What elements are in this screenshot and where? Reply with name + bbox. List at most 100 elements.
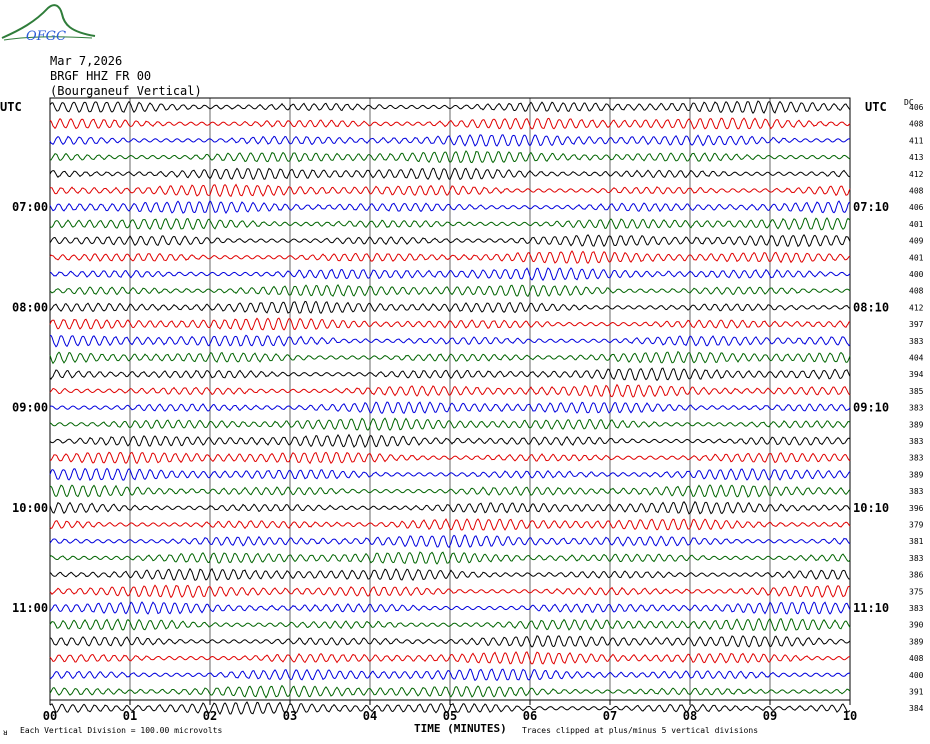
trace-line	[49, 567, 851, 581]
dc-offset-label: 406	[909, 103, 924, 112]
trace-line	[49, 367, 851, 382]
corner-mark: ᴚ	[3, 728, 8, 737]
date-label: Mar 7,2026	[50, 54, 123, 68]
trace-line	[49, 134, 851, 147]
dc-offset-label: 384	[909, 704, 924, 713]
hour-label-right: 08:10	[853, 300, 889, 314]
dc-offset-label: 383	[909, 454, 924, 463]
dc-offset-label: 379	[909, 521, 924, 530]
trace-line	[49, 651, 851, 665]
trace-line	[49, 467, 851, 481]
dc-offset-label: 400	[909, 671, 924, 680]
hour-label-right: 11:10	[853, 601, 889, 615]
dc-offset-label: 404	[909, 354, 924, 363]
trace-line	[49, 701, 851, 715]
dc-offset-label: 401	[909, 253, 924, 262]
dc-offset-label: 391	[909, 688, 924, 697]
dc-offset-label: 396	[909, 504, 924, 513]
hour-label-right: 10:10	[853, 501, 889, 515]
trace-line	[49, 551, 851, 565]
dc-offset-label: 381	[909, 537, 924, 546]
x-tick-label: 03	[283, 709, 297, 723]
x-tick-label: 07	[603, 709, 617, 723]
trace-line	[49, 284, 851, 298]
trace-line	[49, 433, 851, 449]
hour-label-left: 07:00	[12, 200, 48, 214]
hour-label-left: 11:00	[12, 601, 48, 615]
division-note: Each Vertical Division = 100.00 microvol…	[20, 726, 223, 735]
x-tick-label: 00	[43, 709, 57, 723]
trace-line	[49, 250, 851, 264]
dc-offset-label: 409	[909, 237, 924, 246]
trace-line	[49, 668, 851, 682]
utc-left-label: UTC	[0, 100, 22, 114]
dc-offset-label: 408	[909, 287, 924, 296]
logo-text: OFGC	[26, 29, 66, 44]
x-tick-label: 10	[843, 709, 857, 723]
dc-offset-label: 386	[909, 571, 924, 580]
hour-label-left: 10:00	[12, 501, 48, 515]
trace-line	[49, 217, 851, 231]
dc-offset-label: 394	[909, 370, 924, 379]
dc-offset-label: 412	[909, 303, 924, 312]
trace-line	[49, 617, 851, 632]
dc-offset-label: 375	[909, 587, 924, 596]
trace-line	[49, 267, 851, 282]
x-tick-labels: 00 01 02 03 04 05 06 07 08 09 10	[43, 709, 857, 723]
trace-line	[50, 451, 851, 465]
hour-label-left: 09:00	[12, 401, 48, 415]
trace-line	[49, 417, 851, 431]
clip-note: Traces clipped at plus/minus 5 vertical …	[522, 726, 759, 735]
trace-line	[49, 100, 851, 115]
dc-offset-label: 389	[909, 470, 924, 479]
dc-offset-label: 383	[909, 337, 924, 346]
hour-label-left: 08:00	[12, 300, 48, 314]
x-tick-label: 04	[363, 709, 377, 723]
dc-offset-label: 383	[909, 554, 924, 563]
dc-offset-label: 401	[909, 220, 924, 229]
trace-line	[49, 501, 851, 515]
trace-line	[49, 601, 851, 615]
dc-offset-label: 390	[909, 621, 924, 630]
trace-line	[49, 518, 851, 531]
trace-line	[49, 117, 851, 130]
dc-offset-label: 383	[909, 487, 924, 496]
hour-labels: 07:00 08:00 09:00 10:00 11:00 07:10 08:10 09:10…	[12, 200, 889, 615]
hour-label-right: 07:10	[853, 200, 889, 214]
trace-line	[49, 350, 851, 365]
dc-offset-label: 411	[909, 136, 924, 145]
x-tick-label: 05	[443, 709, 457, 723]
x-tick-label: 09	[763, 709, 777, 723]
plot-grid	[49, 97, 851, 705]
trace-line	[49, 150, 851, 164]
location-label: (Bourganeuf Vertical)	[50, 84, 202, 98]
trace-line	[49, 167, 851, 181]
hour-label-right: 09:10	[853, 401, 889, 415]
trace-line	[49, 233, 851, 248]
dc-offset-label: 408	[909, 654, 924, 663]
dc-offset-label: 406	[909, 203, 924, 212]
trace-line	[49, 383, 851, 398]
trace-line	[50, 484, 851, 498]
trace-line	[49, 183, 851, 198]
dc-offset-labels: 406 408 411 413 412 408 406 401 409 401 400 408 412 3…	[909, 103, 924, 713]
trace-line	[49, 584, 851, 599]
dc-offset-label: 383	[909, 604, 924, 613]
dc-offset-label: 412	[909, 170, 924, 179]
dc-label: DC	[904, 98, 914, 107]
dc-offset-label: 397	[909, 320, 924, 329]
station-label: BRGF HHZ FR 00	[50, 69, 152, 83]
dc-offset-label: 400	[909, 270, 924, 279]
trace-line	[49, 684, 851, 699]
dc-offset-label: 383	[909, 404, 924, 413]
x-tick-label: 08	[683, 709, 697, 723]
x-tick-label: 06	[523, 709, 537, 723]
trace-line	[49, 401, 851, 415]
dc-offset-label: 408	[909, 120, 924, 129]
trace-line	[49, 317, 851, 331]
trace-group	[49, 100, 851, 715]
trace-line	[49, 534, 851, 549]
dc-offset-label: 385	[909, 387, 924, 396]
logo-swoosh	[1, 4, 96, 39]
